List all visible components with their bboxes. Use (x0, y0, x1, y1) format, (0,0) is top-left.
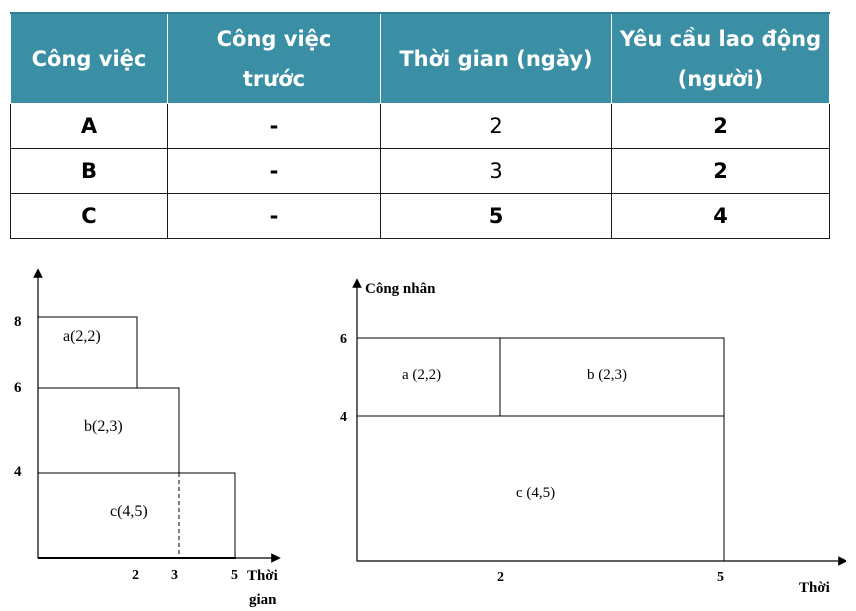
cell-task: C (10, 193, 168, 239)
block-a-label: a (2,2) (402, 367, 441, 383)
x-axis-label-2: gian (249, 592, 277, 608)
cell-time: 5 (380, 193, 612, 239)
table-row: C - 5 4 (10, 193, 830, 239)
left-diagram: 8 6 4 a(2,2) b(2,3) c(4,5) 2 3 5 Thời gi… (14, 268, 281, 608)
header-labor: Yêu cầu lao động (người) (611, 12, 830, 104)
y-tick-6: 6 (340, 332, 347, 347)
table-row: B - 3 2 (10, 148, 830, 194)
block-c (37, 472, 236, 559)
y-tick-4: 4 (340, 410, 347, 425)
header-previous-task: Công việc trước (167, 12, 381, 104)
task-table: Công việc Công việc trước Thời gian (ngà… (10, 12, 830, 239)
block-c (356, 415, 725, 562)
x-tick-2: 2 (132, 568, 139, 583)
cell-time: 2 (380, 103, 612, 149)
cell-labor: 2 (611, 103, 830, 149)
x-axis-label-cut: Thời (799, 580, 830, 596)
block-c-label: c (4,5) (516, 485, 555, 501)
block-b-label: b (2,3) (587, 367, 627, 383)
x-tick-5: 5 (717, 570, 724, 585)
y-tick-4: 4 (14, 464, 22, 480)
block-b-label: b(2,3) (84, 418, 123, 435)
header-task: Công việc (10, 12, 168, 104)
block-c-label: c(4,5) (110, 503, 148, 520)
x-tick-3: 3 (171, 568, 178, 583)
right-diagram: Công nhân 6 4 a (2,2) b (2,3) c (4,5) 2 … (340, 278, 846, 596)
cell-task: A (10, 103, 168, 149)
cell-prev: - (167, 103, 381, 149)
cell-task: B (10, 148, 168, 194)
x-axis-label-1: Thời (247, 568, 278, 584)
y-tick-8: 8 (14, 314, 22, 330)
cell-labor: 4 (611, 193, 830, 239)
y-tick-6: 6 (14, 380, 22, 396)
y-axis-title: Công nhân (365, 281, 436, 297)
cell-labor: 2 (611, 148, 830, 194)
x-tick-2: 2 (497, 570, 504, 585)
cell-time: 3 (380, 148, 612, 194)
cell-prev: - (167, 193, 381, 239)
cell-prev: - (167, 148, 381, 194)
block-a-label: a(2,2) (63, 328, 101, 345)
x-tick-5: 5 (231, 568, 238, 583)
table-header-row: Công việc Công việc trước Thời gian (ngà… (10, 12, 830, 104)
table-row: A - 2 2 (10, 103, 830, 149)
header-duration: Thời gian (ngày) (380, 12, 612, 104)
